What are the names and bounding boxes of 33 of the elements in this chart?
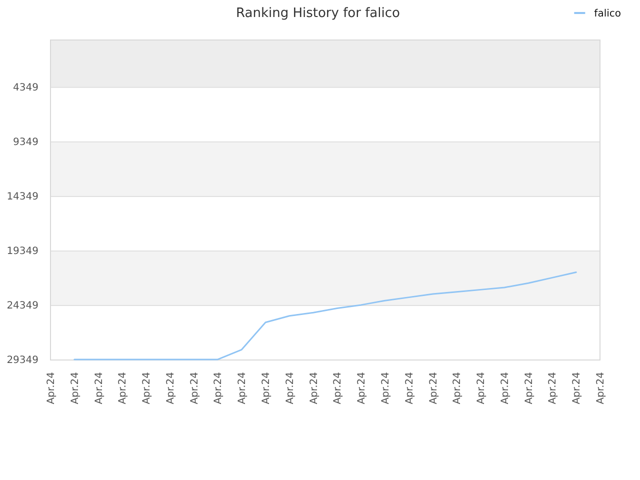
y-tick-label: 19349 bbox=[6, 246, 38, 258]
x-tick-label: Apr.24 bbox=[284, 372, 296, 404]
x-tick-label: Apr.24 bbox=[165, 372, 176, 404]
legend-label: falico bbox=[594, 8, 621, 20]
x-tick-label: Apr.24 bbox=[452, 372, 464, 404]
x-tick-label: Apr.24 bbox=[308, 372, 320, 404]
x-tick-label: Apr.24 bbox=[46, 372, 57, 404]
x-tick-label: Apr.24 bbox=[380, 372, 392, 404]
x-tick-label: Apr.24 bbox=[596, 372, 606, 404]
line-series bbox=[74, 271, 577, 360]
x-tick-label: Apr.24 bbox=[237, 372, 248, 404]
y-tick-label: 9349 bbox=[13, 137, 38, 148]
x-tick-label: Apr.24 bbox=[94, 372, 105, 404]
x-tick-label: Apr.24 bbox=[261, 372, 272, 404]
y-tick-label: 29349 bbox=[6, 355, 38, 366]
y-tick-label: 24349 bbox=[6, 300, 38, 312]
x-tick-label: Apr.24 bbox=[356, 372, 368, 404]
x-tick-label: Apr.24 bbox=[189, 372, 200, 404]
x-tick-label: Apr.24 bbox=[332, 372, 344, 404]
x-tick-label: Apr.24 bbox=[142, 372, 153, 404]
y-tick-label: 4349 bbox=[13, 82, 38, 94]
y-tick-label: 14349 bbox=[6, 192, 38, 203]
x-tick-label: Apr.24 bbox=[70, 372, 81, 404]
x-tick-label: Apr.24 bbox=[572, 372, 583, 404]
chart-title: Ranking History for falico bbox=[236, 6, 400, 21]
x-tick-label: Apr.24 bbox=[118, 372, 129, 404]
x-tick-label: Apr.24 bbox=[500, 372, 511, 404]
x-tick-label: Apr.24 bbox=[428, 372, 440, 404]
x-tick-label: Apr.24 bbox=[548, 372, 559, 404]
x-tick-label: Apr.24 bbox=[476, 372, 488, 404]
x-tick-label: Apr.24 bbox=[524, 372, 535, 404]
x-tick-label: Apr.24 bbox=[213, 372, 224, 404]
x-tick-label: Apr.24 bbox=[404, 372, 416, 404]
